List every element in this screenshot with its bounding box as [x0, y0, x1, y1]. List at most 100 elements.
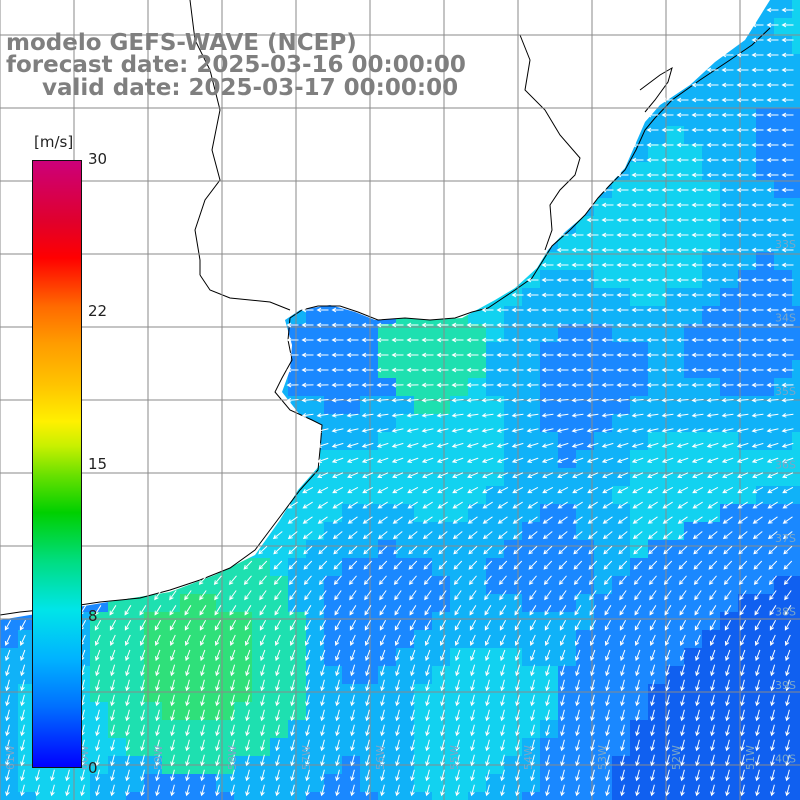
wind-arrow [349, 619, 357, 631]
wind-speed-cell [684, 270, 702, 288]
wind-speed-cell [720, 486, 738, 504]
wind-arrow [724, 634, 731, 646]
wind-arrow [590, 784, 595, 797]
wind-speed-cell [576, 774, 594, 792]
wind-arrow [440, 694, 445, 707]
wind-arrow [605, 694, 610, 707]
wind-arrow [243, 560, 253, 570]
wind-speed-cell [180, 720, 198, 738]
wind-arrow [661, 382, 674, 388]
wind-arrow [454, 590, 462, 601]
wind-arrow [379, 605, 387, 616]
wind-arrow [736, 262, 749, 268]
wind-arrow [470, 769, 475, 782]
wind-speed-cell [792, 144, 800, 162]
wind-arrow [514, 634, 521, 646]
wind-arrow [665, 769, 670, 782]
wind-arrow [604, 619, 612, 631]
wind-arrow [260, 754, 265, 767]
wind-arrow [154, 605, 162, 616]
wind-arrow [661, 428, 674, 433]
wind-speed-cell [774, 162, 792, 180]
wind-speed-cell [450, 324, 468, 342]
wind-arrow [556, 307, 569, 313]
wind-arrow [391, 397, 404, 403]
wind-arrow [650, 754, 655, 767]
wind-arrow [301, 413, 314, 418]
wind-arrow [635, 724, 640, 737]
wind-arrow [601, 217, 614, 223]
wind-speed-cell [414, 630, 432, 648]
wind-arrow [513, 575, 522, 585]
wind-speed-cell [450, 342, 468, 360]
wind-arrow [513, 545, 523, 555]
wind-speed-cell [684, 396, 702, 414]
wind-speed-cell [756, 360, 774, 378]
wind-arrow [541, 262, 554, 268]
wind-arrow [451, 428, 464, 433]
wind-speed-cell [774, 198, 792, 216]
wind-arrow [317, 516, 328, 524]
wind-arrow [380, 694, 385, 707]
wind-arrow [365, 769, 370, 782]
wind-speed-cell [414, 594, 432, 612]
wind-arrow [556, 442, 569, 448]
wind-arrow [125, 664, 131, 677]
wind-arrow [469, 619, 477, 631]
wind-speed-cell [324, 738, 342, 756]
wind-arrow [736, 217, 749, 223]
wind-arrow [376, 352, 389, 358]
wind-speed-cell [684, 90, 702, 108]
wind-arrow [436, 442, 449, 448]
wind-arrow [409, 605, 417, 616]
wind-arrow [588, 575, 597, 585]
wind-speed-cell [684, 684, 702, 702]
wind-arrow [755, 679, 760, 692]
wind-arrow [736, 247, 749, 253]
wind-speed-cell [756, 216, 774, 234]
wind-arrow [635, 739, 640, 752]
wind-arrow [767, 531, 778, 540]
wind-arrow [650, 649, 656, 662]
wind-arrow [229, 619, 237, 631]
wind-arrow [737, 531, 748, 540]
wind-speed-cell [432, 594, 450, 612]
wind-speed-cell [522, 594, 540, 612]
wind-speed-cell [630, 486, 648, 504]
wind-arrow [785, 649, 791, 662]
wind-speed-cell [360, 738, 378, 756]
wind-speed-cell [522, 702, 540, 720]
wind-speed-cell [576, 504, 594, 522]
wind-arrow [528, 545, 538, 555]
wind-speed-cell [792, 162, 800, 180]
wind-arrow [170, 784, 175, 797]
wind-arrow [751, 22, 764, 28]
wind-speed-cell [234, 594, 252, 612]
wind-speed-cell [738, 648, 756, 666]
wind-arrow [20, 709, 25, 722]
wind-arrow [259, 619, 267, 631]
wind-arrow [736, 97, 749, 103]
wind-speed-cell [738, 144, 756, 162]
wind-speed-cell [720, 378, 738, 396]
wind-speed-cell [450, 666, 468, 684]
wind-arrow [19, 634, 26, 646]
wind-arrow [751, 457, 764, 463]
wind-arrow [320, 754, 325, 767]
wind-arrow [706, 172, 719, 178]
wind-speed-cell [792, 558, 800, 576]
wind-arrow [707, 501, 718, 509]
wind-arrow [466, 457, 479, 463]
wind-speed-cell [558, 666, 576, 684]
wind-speed-cell [234, 738, 252, 756]
wind-speed-cell [774, 216, 792, 234]
wind-arrow [692, 472, 704, 479]
wind-speed-cell [702, 702, 720, 720]
wind-speed-cell [594, 432, 612, 450]
wind-arrow [620, 724, 625, 737]
wind-arrow [245, 694, 250, 707]
wind-speed-cell [342, 342, 360, 360]
wind-arrow [676, 232, 689, 238]
wind-arrow [605, 784, 610, 797]
wind-arrow [170, 679, 175, 692]
